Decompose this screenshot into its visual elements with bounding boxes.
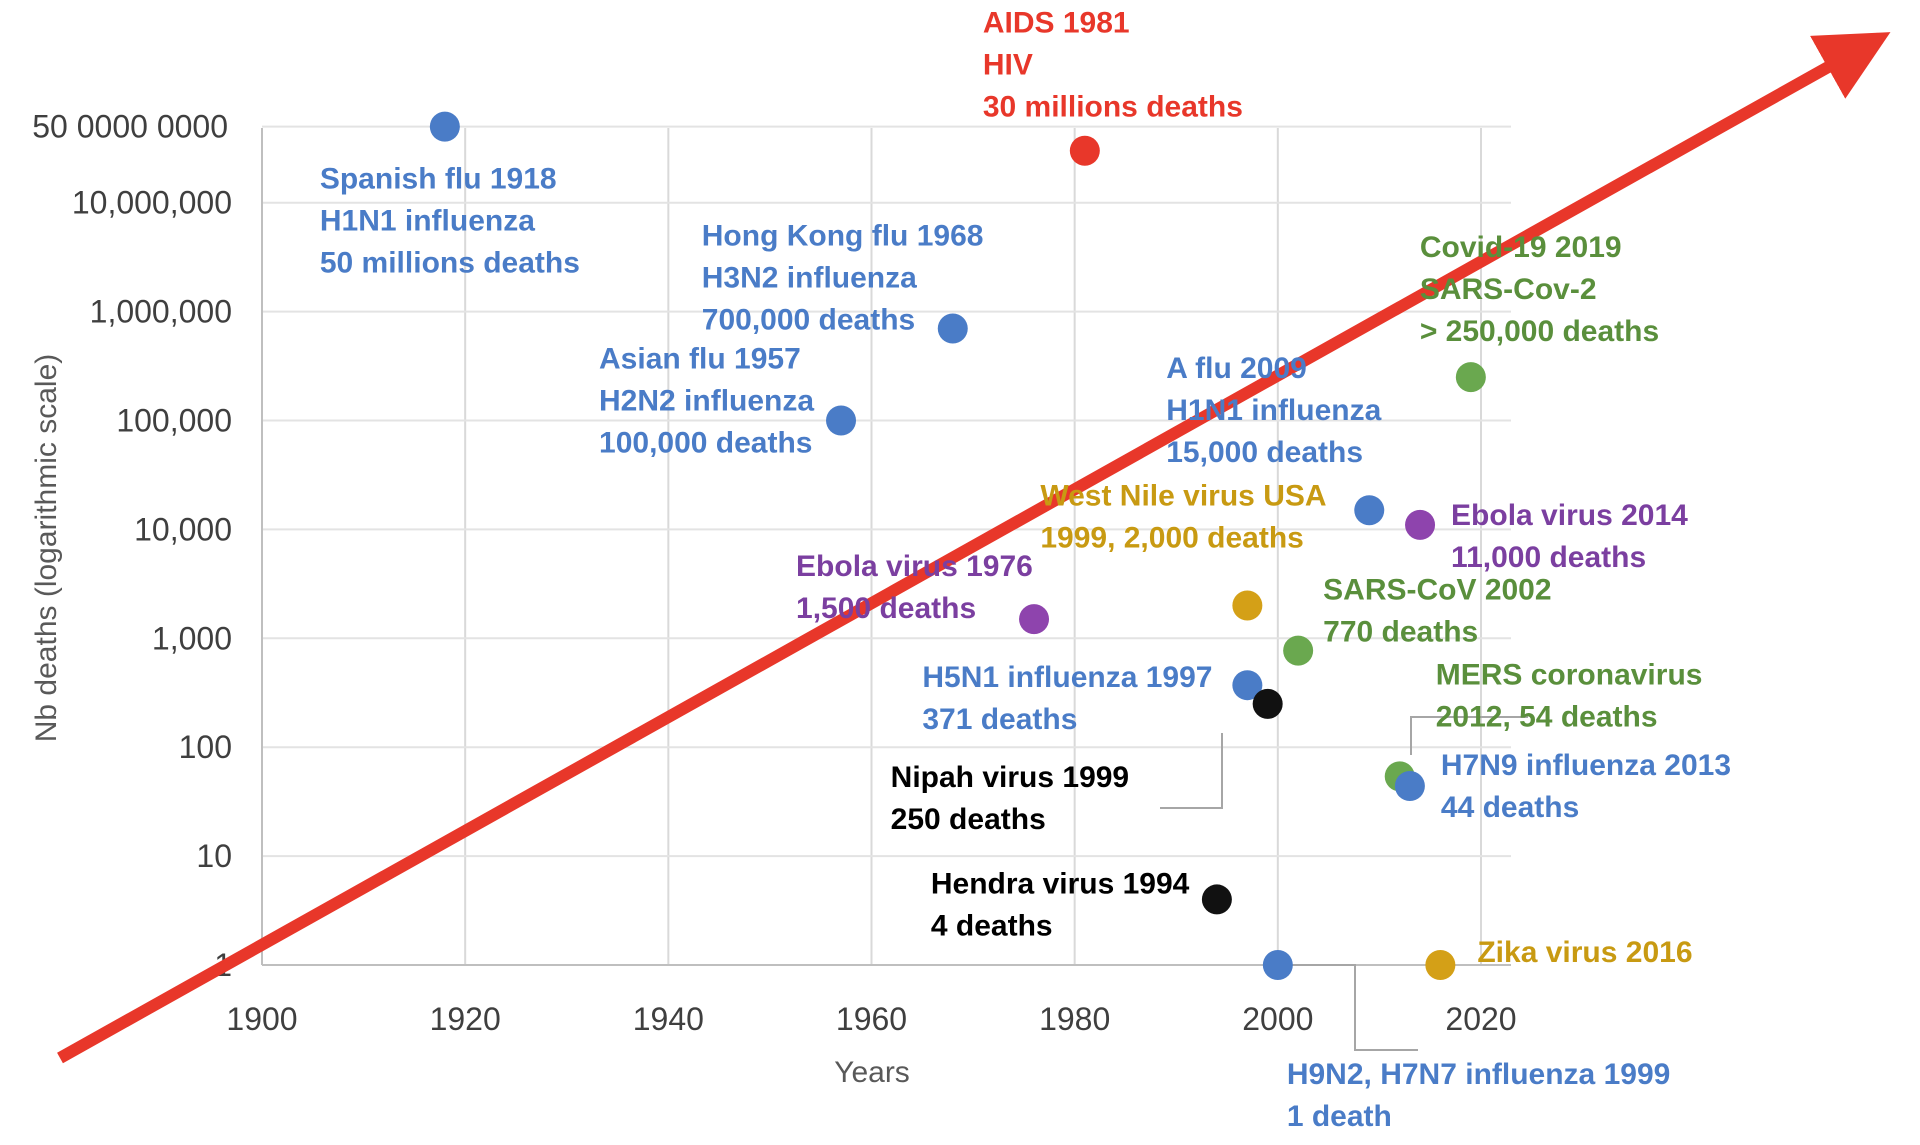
leader-lines <box>1160 716 1528 1051</box>
data-point <box>1201 884 1232 915</box>
point-label-line: Ebola virus 2014 <box>1451 499 1688 532</box>
data-point <box>1232 670 1263 701</box>
point-label-line: 1999, 2,000 deaths <box>1040 522 1304 555</box>
y-tick-label: 1,000,000 <box>90 294 232 330</box>
point-label-line: 371 deaths <box>922 703 1077 736</box>
point-label-line: 250 deaths <box>891 803 1046 836</box>
point-label: H9N2, H7N7 influenza 1999 1 death <box>1287 1058 1670 1133</box>
point-label-line: H3N2 influenza <box>702 261 917 294</box>
y-tick-label: 100,000 <box>116 403 232 439</box>
x-tick-label: 1920 <box>430 1001 501 1037</box>
point-label-line: 1,500 deaths <box>796 592 976 625</box>
point-label-line: HIV <box>983 49 1033 82</box>
point-label-line: 30 millions deaths <box>983 91 1243 124</box>
data-points <box>429 111 1486 980</box>
data-point <box>1455 362 1486 393</box>
point-label-line: MERS coronavirus <box>1436 658 1703 691</box>
point-label: H5N1 influenza 1997 371 deaths <box>922 661 1212 736</box>
data-point <box>826 405 857 436</box>
point-label-line: A flu 2009 <box>1166 352 1307 385</box>
x-tick-label: 1980 <box>1039 1001 1110 1037</box>
point-label-line: Asian flu 1957 <box>599 343 801 376</box>
trend-arrow-group <box>57 32 1891 1064</box>
data-point <box>1019 604 1050 635</box>
point-label-line: Covid-19 2019 <box>1420 231 1622 264</box>
point-label-line: 1 death <box>1287 1100 1392 1133</box>
point-label: Covid-19 2019 SARS-Cov-2 > 250,000 deaths <box>1420 231 1659 348</box>
point-label-line: > 250,000 deaths <box>1420 315 1659 348</box>
point-label: West Nile virus USA 1999, 2,000 deaths <box>1040 480 1326 555</box>
point-label-line: H5N1 influenza 1997 <box>922 661 1212 694</box>
point-label-line: 700,000 deaths <box>702 303 915 336</box>
point-label: AIDS 1981 HIV 30 millions deaths <box>983 7 1243 124</box>
point-label-line: 50 millions deaths <box>320 247 580 280</box>
y-tick-label: 10,000,000 <box>72 185 232 221</box>
y-tick-label: 10,000 <box>134 511 232 547</box>
point-label: H7N9 influenza 2013 44 deaths <box>1441 749 1731 824</box>
x-tick-label: 1900 <box>226 1001 297 1037</box>
point-label-line: 44 deaths <box>1441 791 1579 824</box>
point-label: Spanish flu 1918 H1N1 influenza 50 million… <box>320 163 580 280</box>
data-point <box>1283 635 1314 666</box>
point-label-line: SARS-Cov-2 <box>1420 273 1597 306</box>
point-label-line: 770 deaths <box>1323 616 1478 649</box>
point-label-line: Hendra virus 1994 <box>931 867 1190 900</box>
data-point <box>937 313 968 344</box>
point-label: Ebola virus 1976 1,500 deaths <box>796 550 1033 625</box>
point-label: Asian flu 1957 H2N2 influenza 100,000 deat… <box>599 343 814 460</box>
point-label-line: Hong Kong flu 1968 <box>702 219 984 252</box>
point-label-line: Zika virus 2016 <box>1477 936 1692 969</box>
point-label: MERS coronavirus 2012, 54 deaths <box>1436 658 1703 733</box>
point-label-line: H1N1 influenza <box>1166 394 1381 427</box>
point-label-line: 4 deaths <box>931 909 1053 942</box>
leader-line <box>1280 964 1418 1051</box>
leader-line <box>1160 733 1223 809</box>
data-point <box>1405 509 1436 540</box>
data-point <box>1069 135 1100 166</box>
point-label-line: 15,000 deaths <box>1166 436 1363 469</box>
point-label: A flu 2009 H1N1 influenza 15,000 deaths <box>1166 352 1381 469</box>
point-label-line: 2012, 54 deaths <box>1436 700 1658 733</box>
x-tick-label: 2020 <box>1445 1001 1516 1037</box>
point-label-line: Ebola virus 1976 <box>796 550 1033 583</box>
point-label-line: H9N2, H7N7 influenza 1999 <box>1287 1058 1670 1091</box>
point-label-line: 11,000 deaths <box>1451 541 1646 574</box>
trend-arrow <box>57 32 1891 1064</box>
y-tick-label: 1,000 <box>152 620 232 656</box>
tick-labels: 19001920194019601980200020201101001,0001… <box>32 109 1516 1037</box>
x-tick-label: 1940 <box>633 1001 704 1037</box>
data-point <box>1252 688 1283 719</box>
data-point <box>1262 950 1293 980</box>
point-label: SARS-CoV 2002 770 deaths <box>1323 574 1551 649</box>
point-label-line: H2N2 influenza <box>599 385 814 418</box>
y-tick-label: 10 <box>196 838 232 874</box>
x-tick-label: 1960 <box>836 1001 907 1037</box>
data-point <box>429 111 460 142</box>
y-tick-label: 50 0000 0000 <box>32 109 228 145</box>
point-label-line: H7N9 influenza 2013 <box>1441 749 1731 782</box>
point-label-line: SARS-CoV 2002 <box>1323 574 1551 607</box>
leader-line <box>1410 716 1528 755</box>
data-point <box>1232 590 1263 621</box>
point-label: Nipah virus 1999 250 deaths <box>891 761 1129 836</box>
point-label-line: AIDS 1981 <box>983 7 1130 40</box>
y-tick-label: 100 <box>179 729 232 765</box>
y-axis-title: Nb deaths (logarithmic scale) <box>30 354 63 743</box>
point-label: Hong Kong flu 1968 H3N2 influenza 700,000 … <box>702 219 984 336</box>
point-labels: Spanish flu 1918 H1N1 influenza 50 million… <box>320 7 1731 1133</box>
point-label-line: Spanish flu 1918 <box>320 163 557 196</box>
data-point <box>1425 950 1456 980</box>
point-label-line: West Nile virus USA <box>1040 480 1326 513</box>
x-axis-title: Years <box>834 1056 910 1089</box>
point-label: Ebola virus 2014 11,000 deaths <box>1451 499 1688 574</box>
point-label: Zika virus 2016 <box>1477 936 1692 969</box>
point-label-line: 100,000 deaths <box>599 427 812 460</box>
point-label-line: Nipah virus 1999 <box>891 761 1129 794</box>
data-point <box>1354 495 1385 526</box>
x-tick-label: 2000 <box>1242 1001 1313 1037</box>
data-point <box>1394 771 1425 802</box>
point-label-line: H1N1 influenza <box>320 205 535 238</box>
point-label: Hendra virus 1994 4 deaths <box>931 867 1190 942</box>
